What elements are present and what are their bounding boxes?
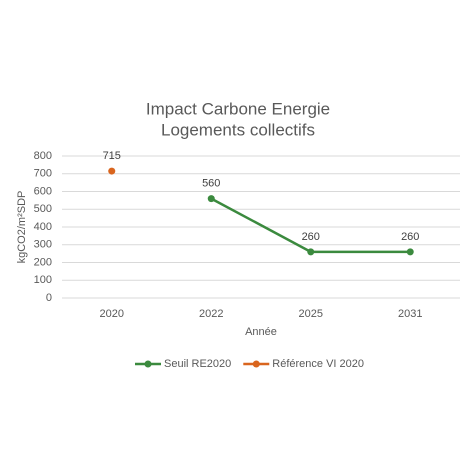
- point: [207, 195, 215, 203]
- point: [406, 248, 414, 256]
- data-label: 715: [103, 150, 121, 162]
- y-axis-label: kgCO2/m²SDP: [16, 191, 28, 264]
- point: [108, 167, 116, 175]
- y-tick-label: 300: [34, 239, 52, 251]
- x-tick-label: 2025: [299, 308, 323, 320]
- y-tick-label: 500: [34, 203, 52, 215]
- y-tick-label: 700: [34, 168, 52, 180]
- x-tick-label: 2031: [398, 308, 422, 320]
- legend-marker: [144, 360, 152, 368]
- chart-title: Logements collectifs: [161, 120, 315, 139]
- y-tick-label: 0: [46, 292, 52, 304]
- y-tick-label: 200: [34, 256, 52, 268]
- legend-marker: [252, 360, 260, 368]
- x-axis-label: Année: [245, 326, 277, 338]
- y-tick-label: 800: [34, 150, 52, 162]
- x-tick-label: 2020: [100, 308, 124, 320]
- data-label: 260: [401, 231, 419, 243]
- x-tick-label: 2022: [199, 308, 223, 320]
- chart-title: Impact Carbone Energie: [146, 99, 330, 118]
- data-label: 560: [202, 178, 220, 190]
- y-tick-label: 400: [34, 221, 52, 233]
- data-label: 260: [302, 231, 320, 243]
- legend-label: Seuil RE2020: [164, 358, 231, 370]
- legend-label: Référence VI 2020: [272, 358, 364, 370]
- point: [307, 248, 315, 256]
- y-tick-label: 600: [34, 185, 52, 197]
- y-tick-label: 100: [34, 274, 52, 286]
